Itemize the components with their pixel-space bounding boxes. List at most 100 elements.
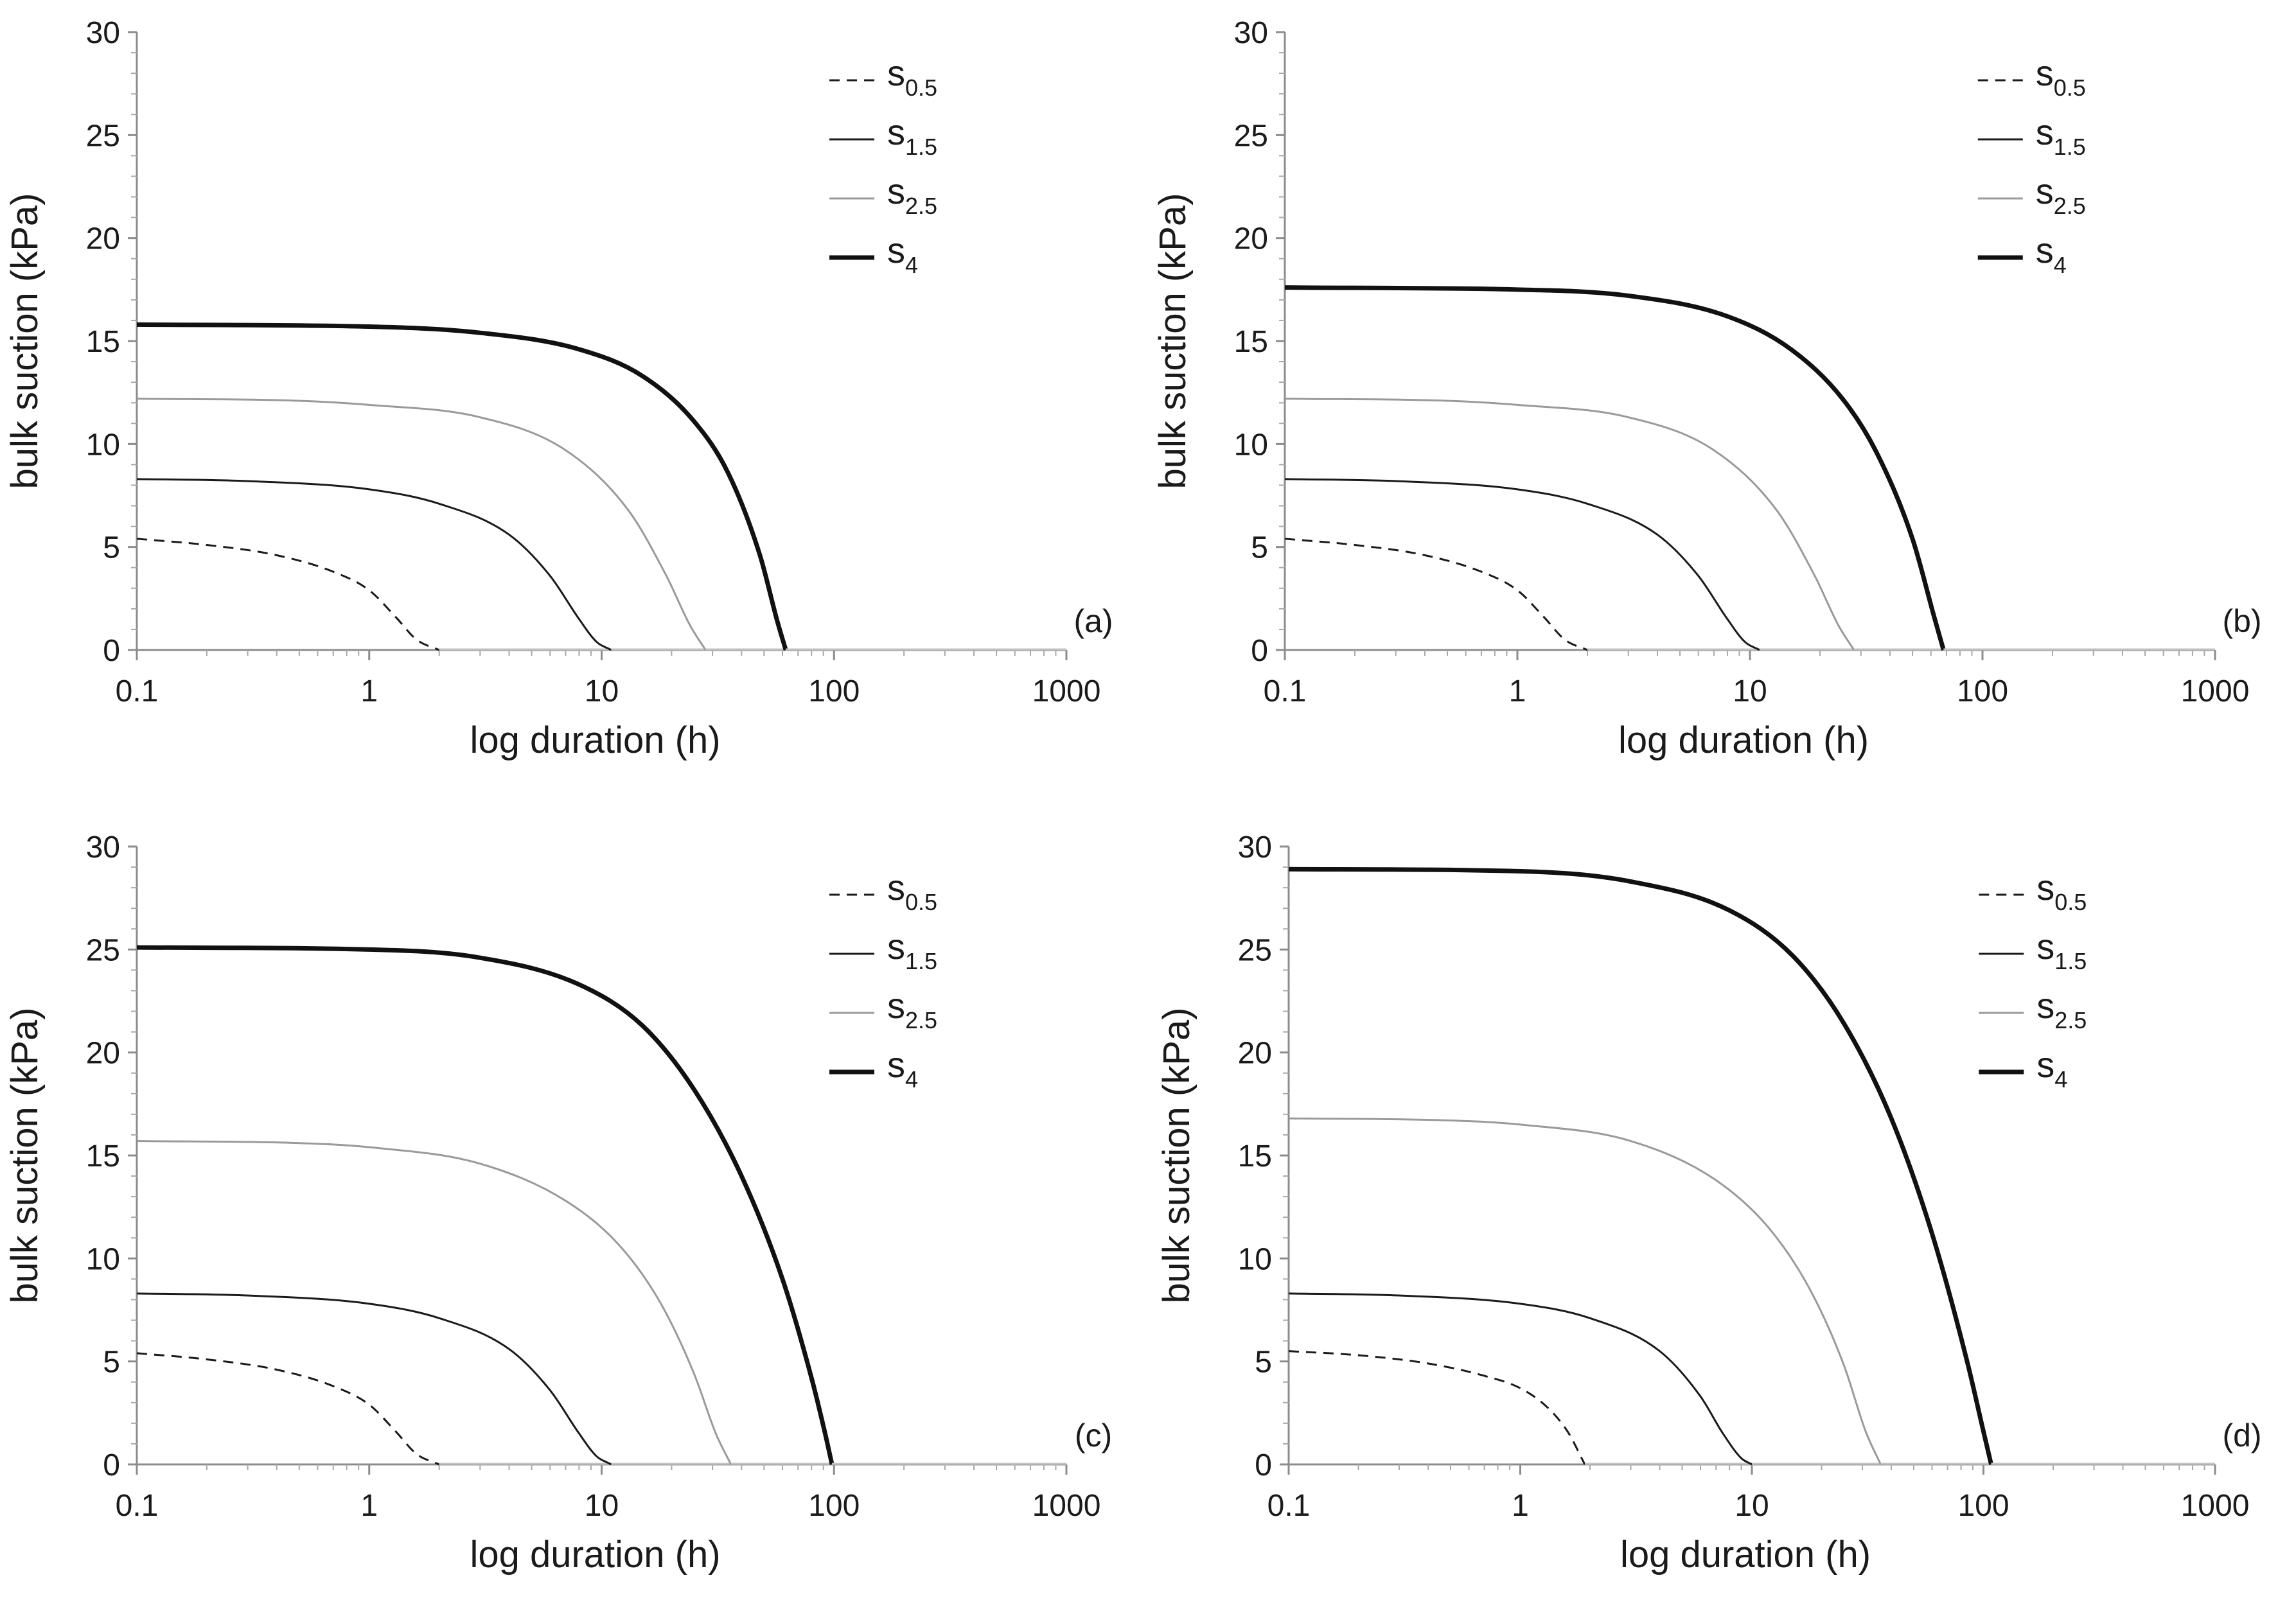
legend-label-sub: 2.5 [2054, 193, 2086, 219]
legend-label-main: s [2036, 53, 2054, 93]
legend-label-main: s [2036, 171, 2054, 211]
legend-label: s2.5 [887, 985, 937, 1033]
series-line-s1-5 [1288, 1292, 1753, 1466]
y-tick-label: 20 [1234, 222, 1268, 256]
legend-label: s4 [887, 230, 918, 278]
y-tick-label: 10 [86, 428, 120, 462]
legend-label-sub: 2.5 [905, 1007, 937, 1033]
x-tick-label: 1000 [2181, 1489, 2250, 1523]
y-tick-label: 25 [86, 933, 120, 967]
series-line-s4 [136, 945, 835, 1465]
y-tick-label: 0 [103, 1448, 120, 1482]
y-tick-label: 20 [86, 1037, 120, 1071]
y-tick-label: 30 [1234, 16, 1268, 50]
y-tick-label: 15 [1234, 325, 1268, 359]
legend-label-main: s [2036, 230, 2054, 270]
legend-label: s1.5 [2036, 926, 2087, 974]
x-tick-label: 0.1 [116, 674, 159, 708]
x-tick-label: 1 [1512, 1489, 1529, 1523]
x-tick-label: 0.1 [1267, 1489, 1311, 1523]
series-line-s2-5 [136, 398, 707, 651]
legend-label-main: s [2036, 1044, 2054, 1085]
legend-label-sub: 4 [2054, 252, 2067, 278]
x-tick-label: 100 [808, 674, 860, 708]
legend-label-main: s [887, 112, 905, 152]
y-tick-label: 30 [1238, 830, 1272, 865]
legend-label-sub: 0.5 [905, 75, 937, 101]
series-line-s2-5 [136, 1140, 732, 1465]
series-line-s4 [1288, 866, 1993, 1465]
series-line-s0-5 [1284, 538, 1588, 651]
legend-label-sub: 4 [2054, 1066, 2067, 1093]
legend-label-main: s [2036, 985, 2054, 1026]
x-tick-label: 0.1 [1264, 674, 1307, 708]
legend-label-sub: 1.5 [905, 948, 937, 974]
chart-panel-1: 0 5 10 15 20 25 30 0.1 1 10 100 1000 log duration (h… [1152, 16, 2262, 761]
series-line-s0-5 [136, 538, 440, 651]
series-line-s4 [1284, 285, 1946, 651]
x-axis-title: log duration (h) [1620, 1534, 1871, 1576]
y-axis-title: bulk suction (kPa) [4, 1008, 46, 1304]
x-tick-label: 100 [1957, 674, 2008, 708]
y-tick-label: 10 [1238, 1242, 1272, 1276]
legend-label-main: s [887, 867, 905, 908]
x-tick-label: 1000 [1032, 674, 1101, 708]
y-tick-label: 30 [86, 16, 120, 50]
legend-label: s0.5 [887, 53, 937, 101]
legend-label-sub: 2.5 [905, 193, 937, 219]
y-tick-label: 10 [1234, 428, 1268, 462]
panel-label: (d) [2222, 1418, 2261, 1453]
x-tick-label: 100 [1957, 1489, 2009, 1523]
series-line-s1-5 [136, 478, 612, 651]
y-tick-label: 5 [1255, 1346, 1272, 1380]
legend-label-sub: 1.5 [905, 134, 937, 160]
legend-label-main: s [2036, 926, 2054, 967]
series-line-s1-5 [1284, 478, 1760, 651]
panel-label: (a) [1073, 603, 1113, 639]
y-tick-label: 0 [1251, 634, 1268, 668]
legend-label: s1.5 [887, 926, 937, 974]
legend-label: s1.5 [2036, 112, 2086, 160]
x-axis-title: log duration (h) [470, 1534, 720, 1576]
series-line-s2-5 [1284, 398, 1855, 651]
chart-panel-2: 0 5 10 15 20 25 30 0.1 1 10 100 1000 log duration (h… [4, 830, 1112, 1576]
legend-label: s1.5 [887, 112, 937, 160]
series-line-s0-5 [1288, 1350, 1586, 1465]
x-tick-label: 0.1 [116, 1489, 159, 1523]
x-tick-label: 1 [1509, 674, 1526, 708]
legend-label-main: s [887, 1044, 905, 1085]
y-tick-label: 0 [103, 634, 120, 668]
legend-label: s2.5 [887, 171, 937, 219]
legend-label-main: s [887, 171, 905, 211]
y-tick-label: 30 [86, 830, 120, 865]
legend-label-main: s [887, 230, 905, 270]
y-tick-label: 15 [1238, 1139, 1272, 1173]
y-tick-label: 10 [86, 1242, 120, 1276]
legend-label-main: s [2036, 867, 2054, 908]
x-tick-label: 10 [1735, 1489, 1769, 1523]
legend-label: s4 [887, 1044, 918, 1093]
legend-label-sub: 4 [905, 252, 918, 278]
y-tick-label: 20 [1238, 1037, 1272, 1071]
legend-label-main: s [887, 985, 905, 1026]
legend-label-sub: 0.5 [2054, 889, 2087, 915]
x-tick-label: 10 [1733, 674, 1767, 708]
y-tick-label: 15 [86, 1139, 120, 1173]
legend-label: s0.5 [887, 867, 937, 915]
series-line-s1-5 [136, 1292, 612, 1466]
panel-label: (c) [1075, 1418, 1112, 1453]
legend-label: s4 [2036, 1044, 2067, 1093]
legend-label: s2.5 [2036, 171, 2086, 219]
legend-label: s0.5 [2036, 53, 2086, 101]
legend-label-sub: 0.5 [2054, 75, 2086, 101]
chart-panel-3: 0 5 10 15 20 25 30 0.1 1 10 100 1000 log duration (h… [1156, 830, 2262, 1576]
y-axis-title: bulk suction (kPa) [4, 193, 46, 489]
x-tick-label: 1 [360, 674, 378, 708]
y-axis-title: bulk suction (kPa) [1152, 193, 1194, 489]
legend-label-sub: 0.5 [905, 889, 937, 915]
panel-label: (b) [2222, 603, 2261, 639]
legend-label: s0.5 [2036, 867, 2087, 915]
series-line-s0-5 [136, 1352, 440, 1466]
y-axis-title: bulk suction (kPa) [1156, 1008, 1197, 1304]
